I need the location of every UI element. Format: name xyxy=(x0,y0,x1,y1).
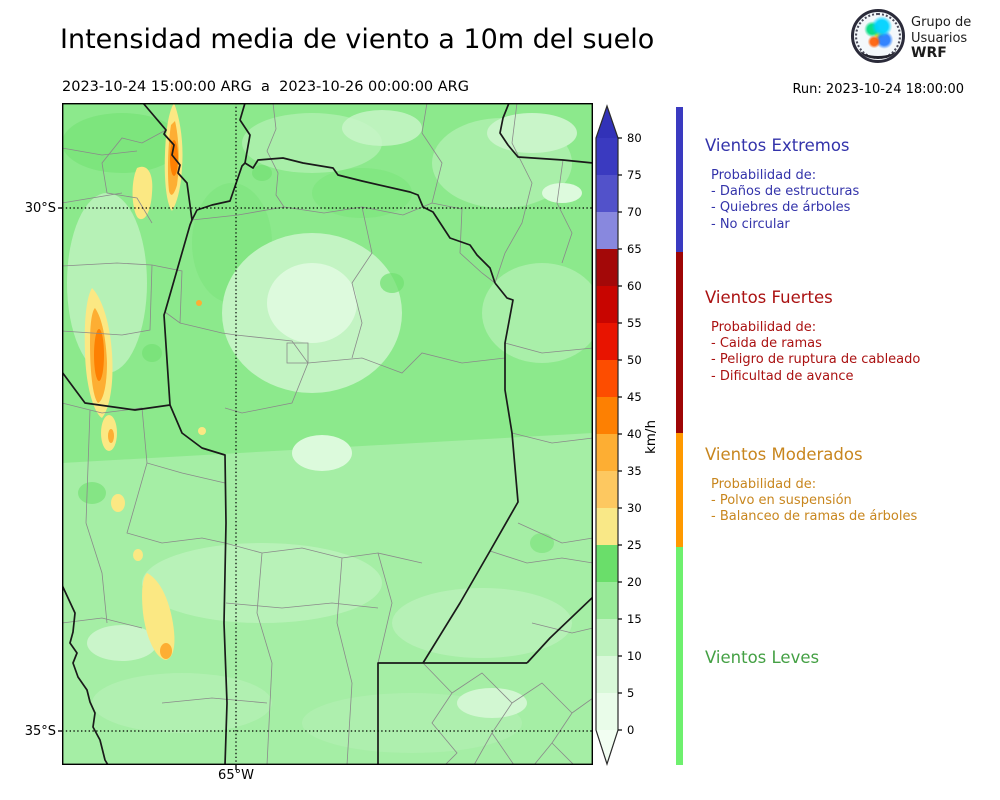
legend-item: - Peligro de ruptura de cableado xyxy=(711,352,921,368)
legend-item: - Polvo en suspensión xyxy=(711,493,852,509)
colorbar-tick-labels: 80 75 70 65 60 55 50 45 40 35 30 25 20 1… xyxy=(627,131,642,737)
legend-intro: Probabilidad de: xyxy=(711,320,817,335)
x-axis-label-65w: 65°W xyxy=(218,768,254,783)
logo-line-1: Grupo de xyxy=(911,15,972,30)
legend-item: - Daños de estructuras xyxy=(711,184,860,200)
legend-body-fuertes: Probabilidad de: - Caida de ramas - Peli… xyxy=(705,320,990,385)
svg-text:35: 35 xyxy=(627,464,642,478)
legend-item: - No circular xyxy=(711,216,790,232)
legend-title-leves: Vientos Leves xyxy=(705,648,820,667)
svg-text:45: 45 xyxy=(627,390,642,404)
svg-text:60: 60 xyxy=(627,279,642,293)
map-frame xyxy=(61,102,593,765)
logo-line-3: WRF xyxy=(911,45,947,61)
category-bar-extremos xyxy=(676,107,683,252)
svg-text:80: 80 xyxy=(627,131,642,145)
map-shading xyxy=(62,103,593,765)
y-axis-label-30s: 30°S xyxy=(24,201,56,216)
wrf-users-group-name: Grupo de Usuarios WRF xyxy=(911,15,971,62)
page-title: Intensidad media de viento a 10m del sue… xyxy=(60,24,655,55)
forecast-period: 2023-10-24 15:00:00 ARG a 2023-10-26 00:… xyxy=(62,79,469,95)
model-run-label: Run: 2023-10-24 18:00:00 xyxy=(792,82,964,97)
svg-text:75: 75 xyxy=(627,168,642,182)
axis-ticks xyxy=(58,207,237,770)
legend-intro: Probabilidad de: xyxy=(711,477,817,492)
svg-text:65: 65 xyxy=(627,242,642,256)
legend-section-leves: Vientos Leves xyxy=(705,648,990,667)
legend-item: - Dificultad de avance xyxy=(711,368,854,384)
svg-text:15: 15 xyxy=(627,612,642,626)
wind-intensity-map xyxy=(58,102,593,770)
colorbar-unit-label: km/h xyxy=(643,420,659,454)
legend-body-moderados: Probabilidad de: - Polvo en suspensión -… xyxy=(705,477,990,526)
graticule xyxy=(62,103,593,765)
svg-text:5: 5 xyxy=(627,686,634,700)
legend-title-moderados: Vientos Moderados xyxy=(705,445,863,464)
svg-text:10: 10 xyxy=(627,649,642,663)
svg-text:0: 0 xyxy=(627,723,634,737)
legend-item: - Caida de ramas xyxy=(711,336,822,352)
legend-item: - Quiebres de árboles xyxy=(711,200,851,216)
category-bar-leves xyxy=(676,547,683,765)
svg-text:20: 20 xyxy=(627,575,642,589)
legend-title-fuertes: Vientos Fuertes xyxy=(705,288,833,307)
legend-intro: Probabilidad de: xyxy=(711,168,817,183)
department-boundaries xyxy=(62,103,593,765)
colorbar: 80 75 70 65 60 55 50 45 40 35 30 25 20 1… xyxy=(595,104,659,766)
svg-text:50: 50 xyxy=(627,353,642,367)
svg-text:30: 30 xyxy=(627,501,642,515)
legend-section-extremos: Vientos Extremos Probabilidad de: - Daño… xyxy=(705,136,990,233)
legend-body-extremos: Probabilidad de: - Daños de estructuras … xyxy=(705,168,990,233)
wrf-users-group-logo xyxy=(851,9,905,63)
svg-text:25: 25 xyxy=(627,538,642,552)
svg-text:70: 70 xyxy=(627,205,642,219)
legend-section-moderados: Vientos Moderados Probabilidad de: - Pol… xyxy=(705,445,990,526)
legend-section-fuertes: Vientos Fuertes Probabilidad de: - Caida… xyxy=(705,288,990,385)
category-bar-fuertes xyxy=(676,252,683,433)
colorbar-ticks xyxy=(618,137,622,731)
svg-text:55: 55 xyxy=(627,316,642,330)
y-axis-label-35s: 35°S xyxy=(24,724,56,739)
logo-line-2: Usuarios xyxy=(911,30,968,46)
legend-title-extremos: Vientos Extremos xyxy=(705,136,850,155)
legend-item: - Balanceo de ramas de árboles xyxy=(711,509,918,525)
category-bar-moderados xyxy=(676,433,683,547)
svg-text:40: 40 xyxy=(627,427,642,441)
